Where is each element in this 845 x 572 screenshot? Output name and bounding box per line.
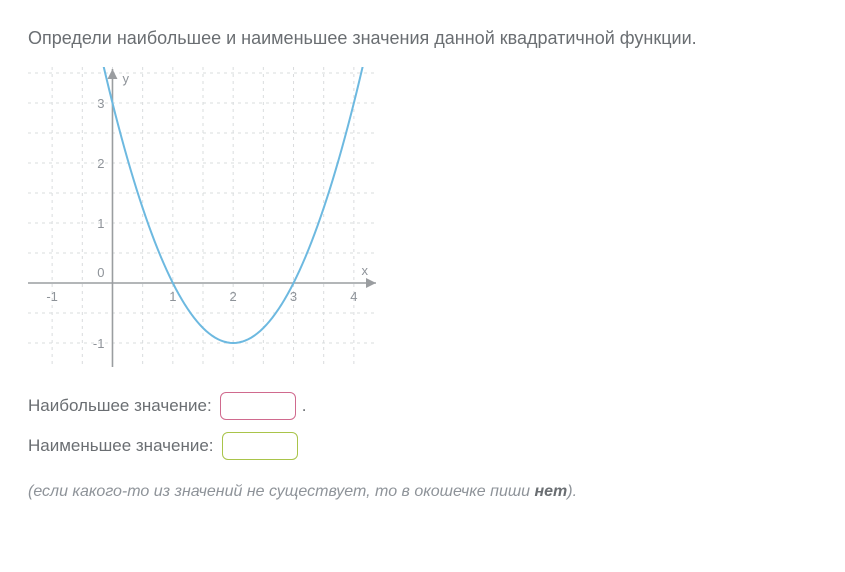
svg-text:-1: -1 <box>46 289 58 304</box>
svg-text:3: 3 <box>290 289 297 304</box>
hint-prefix: (если какого-то из значений не существуе… <box>28 483 534 500</box>
answer-row-min: Наименьшее значение: <box>28 429 817 463</box>
svg-text:2: 2 <box>97 156 104 171</box>
svg-text:1: 1 <box>97 216 104 231</box>
function-chart: -1 1 2 3 4 -1 1 2 3 0 x y <box>28 67 378 367</box>
prompt-text: Определи наибольшее и наименьшее значени… <box>28 28 817 49</box>
hint-suffix: ). <box>567 483 577 500</box>
exercise-page: Определи наибольшее и наименьшее значени… <box>0 0 845 501</box>
period-mark: . <box>302 396 307 416</box>
min-value-input[interactable] <box>222 432 298 460</box>
svg-text:3: 3 <box>97 96 104 111</box>
hint-text: (если какого-то из значений не существуе… <box>28 483 817 501</box>
min-label: Наименьшее значение: <box>28 436 214 456</box>
svg-text:y: y <box>122 71 129 86</box>
svg-text:0: 0 <box>97 265 104 280</box>
svg-text:1: 1 <box>169 289 176 304</box>
svg-text:-1: -1 <box>93 336 105 351</box>
svg-text:x: x <box>362 263 369 278</box>
answers-block: Наибольшее значение: . Наименьшее значен… <box>28 389 817 463</box>
max-value-input[interactable] <box>220 392 296 420</box>
answer-row-max: Наибольшее значение: . <box>28 389 817 423</box>
svg-text:4: 4 <box>350 289 357 304</box>
svg-text:2: 2 <box>230 289 237 304</box>
max-label: Наибольшее значение: <box>28 396 212 416</box>
hint-bold: нет <box>534 483 567 500</box>
